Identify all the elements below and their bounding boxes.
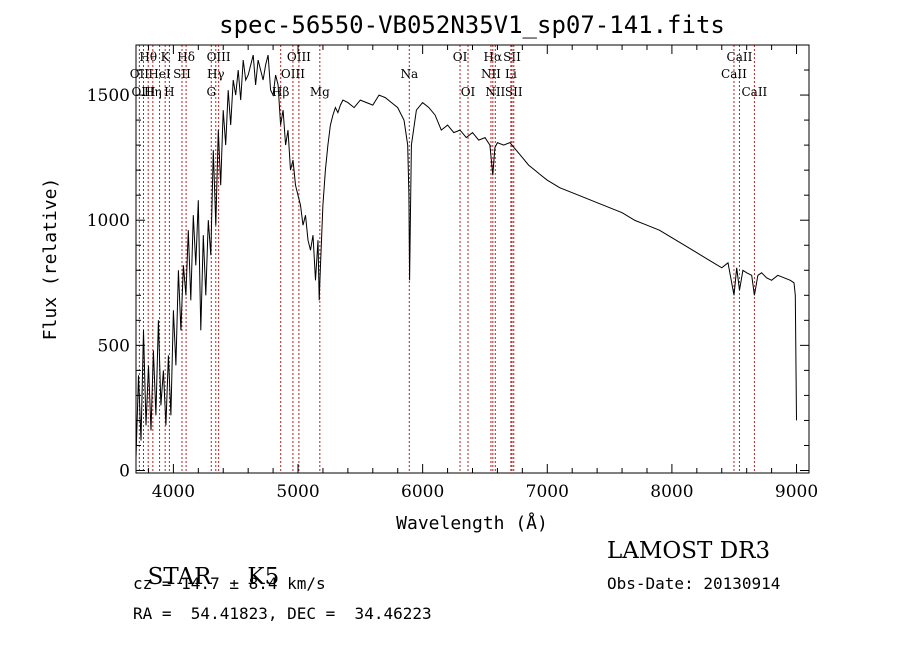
object-class: STAR K5: [133, 538, 280, 590]
line-marker-label-14: OIII: [281, 67, 305, 81]
line-marker-label-25: CaII: [727, 50, 753, 64]
line-marker-label-22: SII: [503, 50, 521, 64]
line-marker-label-21: NII: [485, 85, 505, 99]
y-axis-label: Flux (relative): [40, 178, 61, 341]
line-marker-label-24: SII: [505, 85, 523, 99]
line-marker-label-20: NII: [481, 67, 501, 81]
x-tick-label-1: 5000: [276, 482, 319, 502]
y-tick-label-3: 1500: [87, 86, 130, 106]
line-marker-label-7: H: [164, 85, 174, 99]
line-marker-label-13: OIII: [287, 50, 311, 64]
line-marker-label-26: CaII: [721, 67, 747, 81]
x-axis-label: Wavelength (Å): [396, 512, 548, 534]
x-tick-label-4: 8000: [650, 482, 693, 502]
line-marker-label-5: HeI: [148, 67, 171, 81]
line-marker-label-16: Na: [400, 67, 418, 81]
line-marker-label-11: G: [206, 85, 216, 99]
y-tick-label-1: 500: [98, 336, 130, 356]
x-tick-label-3: 7000: [526, 482, 569, 502]
obs-date-label: Obs-Date: 20130914: [607, 574, 781, 593]
line-marker-label-6: SII: [173, 67, 191, 81]
line-marker-label-23: Li: [505, 67, 517, 81]
line-marker-label-3: Hη: [144, 85, 162, 99]
plot-frame: [135, 44, 810, 474]
line-marker-label-0: Hθ: [139, 50, 157, 64]
survey-label: LAMOST DR3: [607, 538, 771, 564]
line-marker-label-15: Mg: [310, 85, 330, 99]
line-marker-label-27: CaII: [741, 85, 767, 99]
line-marker-label-18: OI: [461, 85, 476, 99]
spectrum-chart: spec-56550-VB052N35V1_sp07-141.fits Hθ OI…: [40, 11, 818, 534]
line-marker-label-12: Hβ: [272, 85, 289, 99]
line-marker-label-8: Hδ: [177, 50, 195, 64]
flux-series-line: [135, 54, 797, 459]
class-label: STAR: [147, 564, 212, 590]
line-marker-label-1: OII: [130, 67, 150, 81]
line-marker-label-19: Hα: [484, 50, 503, 64]
subclass-label: K5: [247, 564, 280, 590]
line-marker-label-4: K: [161, 50, 171, 64]
x-tick-label-2: 6000: [401, 482, 444, 502]
y-tick-label-0: 0: [119, 461, 130, 481]
coordinates-label: RA = 54.41823, DEC = 34.46223: [133, 604, 432, 623]
y-tick-label-2: 1000: [87, 211, 130, 231]
line-marker-label-17: OI: [453, 50, 468, 64]
redshift-label: cz = 14.7 ± 8.4 km/s: [133, 574, 326, 593]
line-marker-label-9: OIII: [207, 50, 231, 64]
chart-title: spec-56550-VB052N35V1_sp07-141.fits: [219, 11, 725, 39]
line-marker-label-10: Hγ: [207, 67, 225, 81]
axis-ticks: 4000 5000 6000 7000 8000 9000 0 500 1000 1500: [87, 45, 818, 502]
x-tick-label-0: 4000: [152, 482, 195, 502]
x-tick-label-5: 9000: [775, 482, 818, 502]
